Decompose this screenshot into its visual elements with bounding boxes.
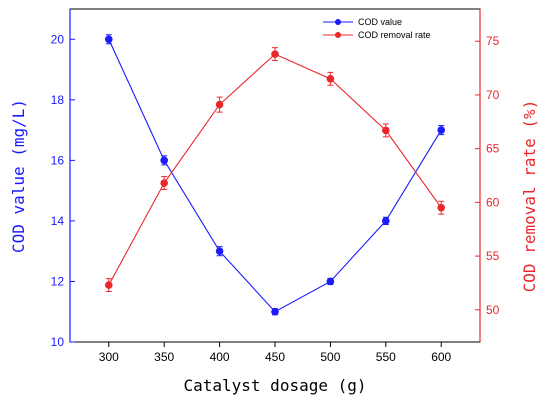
right-tick-label: 50 bbox=[486, 303, 500, 317]
cod-value-point bbox=[271, 307, 279, 316]
cod-value-point bbox=[382, 217, 390, 225]
cod-value-point bbox=[160, 156, 168, 165]
cod-removal-rate-point bbox=[437, 203, 446, 212]
left-tick-label: 20 bbox=[51, 32, 65, 46]
legend-cod-value-marker bbox=[335, 19, 341, 25]
x-axis-title: Catalyst dosage (g) bbox=[183, 376, 366, 395]
left-tick-label: 12 bbox=[51, 274, 65, 288]
left-axis-ticks: 10 12 14 16 18 20 bbox=[51, 9, 75, 349]
left-tick-label: 10 bbox=[51, 335, 65, 349]
cod-removal-rate-point bbox=[160, 179, 168, 187]
left-tick-label: 18 bbox=[51, 93, 65, 107]
cod-value-point bbox=[104, 35, 113, 44]
cod-value-line bbox=[108, 39, 442, 313]
x-tick-label: 450 bbox=[265, 350, 285, 364]
x-tick-label: 600 bbox=[431, 350, 451, 364]
x-tick-label: 350 bbox=[154, 350, 174, 364]
right-tick-label: 75 bbox=[486, 34, 500, 48]
right-axis-title: COD removal rate (%) bbox=[520, 100, 539, 293]
left-tick-label: 14 bbox=[51, 214, 65, 228]
legend-cod-removal-rate-label: COD removal rate bbox=[358, 30, 431, 40]
cod-removal-rate-point bbox=[104, 281, 113, 289]
cod-removal-rate-point bbox=[215, 100, 224, 109]
x-tick-label: 500 bbox=[320, 350, 340, 364]
cod-removal-rate-point bbox=[271, 50, 279, 58]
x-tick-label: 550 bbox=[376, 350, 396, 364]
right-tick-label: 70 bbox=[486, 88, 500, 102]
cod-removal-rate-point bbox=[382, 126, 390, 135]
cod-value-point bbox=[215, 247, 224, 255]
cod-value-point bbox=[326, 277, 335, 286]
legend-cod-value-label: COD value bbox=[358, 17, 402, 27]
cod-removal-rate-line bbox=[108, 53, 442, 286]
series-layer bbox=[104, 34, 446, 316]
cod-value-point bbox=[437, 126, 446, 134]
right-axis-ticks: 50 55 60 65 70 75 bbox=[475, 9, 500, 342]
right-tick-label: 60 bbox=[486, 195, 500, 209]
cod-removal-rate-point bbox=[326, 75, 335, 83]
right-tick-label: 65 bbox=[486, 142, 500, 156]
x-tick-label: 300 bbox=[99, 350, 119, 364]
legend-cod-removal-rate-marker bbox=[335, 32, 341, 38]
x-axis-ticks: 300 350 400 450 500 550 600 bbox=[99, 342, 452, 364]
left-tick-label: 16 bbox=[51, 153, 65, 167]
legend: COD value COD removal rate bbox=[323, 17, 431, 40]
x-tick-label: 400 bbox=[210, 350, 230, 364]
right-tick-label: 55 bbox=[486, 249, 500, 263]
left-axis-title: COD value (mg/L) bbox=[9, 99, 28, 253]
